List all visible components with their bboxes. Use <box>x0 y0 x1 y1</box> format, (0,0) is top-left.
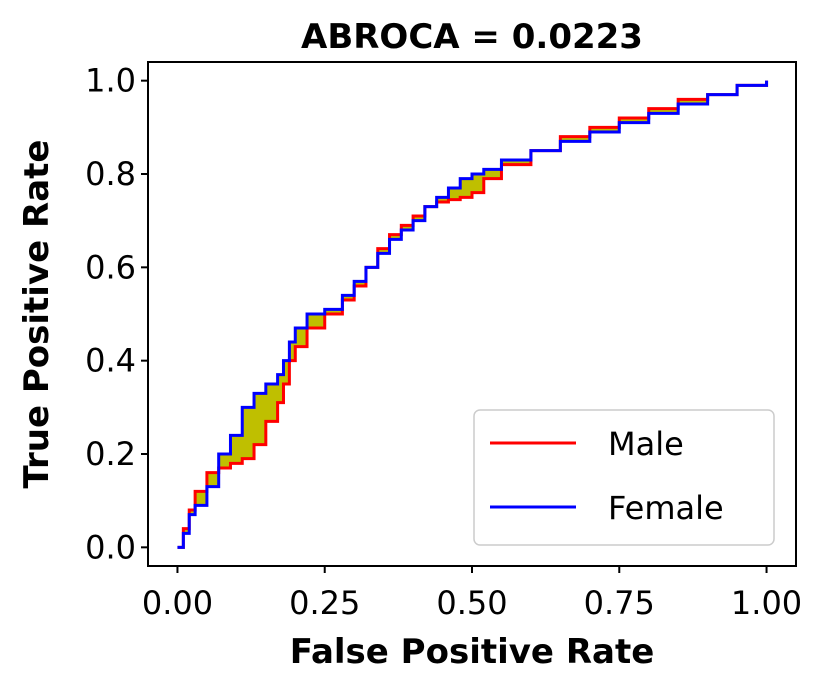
y-tick-label: 0.6 <box>85 248 136 286</box>
x-tick-label: 1.00 <box>731 584 802 622</box>
ticks-layer: 0.00 0.25 0.50 0.75 1.00 0.0 0.2 0.4 0.6 0.8 1.0 <box>85 62 802 622</box>
chart-title: ABROCA = 0.0223 <box>301 17 643 57</box>
y-tick-label: 0.0 <box>85 528 136 566</box>
x-tick-label: 0.75 <box>584 584 655 622</box>
legend-label-female: Female <box>608 489 724 527</box>
plot-layer <box>177 80 769 549</box>
x-tick-label: 0.25 <box>289 584 360 622</box>
y-tick-label: 1.0 <box>85 62 136 100</box>
x-tick-label: 0.00 <box>142 584 213 622</box>
y-tick-label: 0.2 <box>85 435 136 473</box>
y-tick-label: 0.4 <box>85 342 136 380</box>
legend: Male Female <box>473 409 775 546</box>
y-axis-label: True Positive Rate <box>17 140 57 489</box>
x-axis-label: False Positive Rate <box>290 632 655 672</box>
y-tick-label: 0.8 <box>85 155 136 193</box>
series-line-female <box>177 80 769 549</box>
x-tick-label: 0.50 <box>436 584 507 622</box>
legend-label-male: Male <box>608 425 684 463</box>
